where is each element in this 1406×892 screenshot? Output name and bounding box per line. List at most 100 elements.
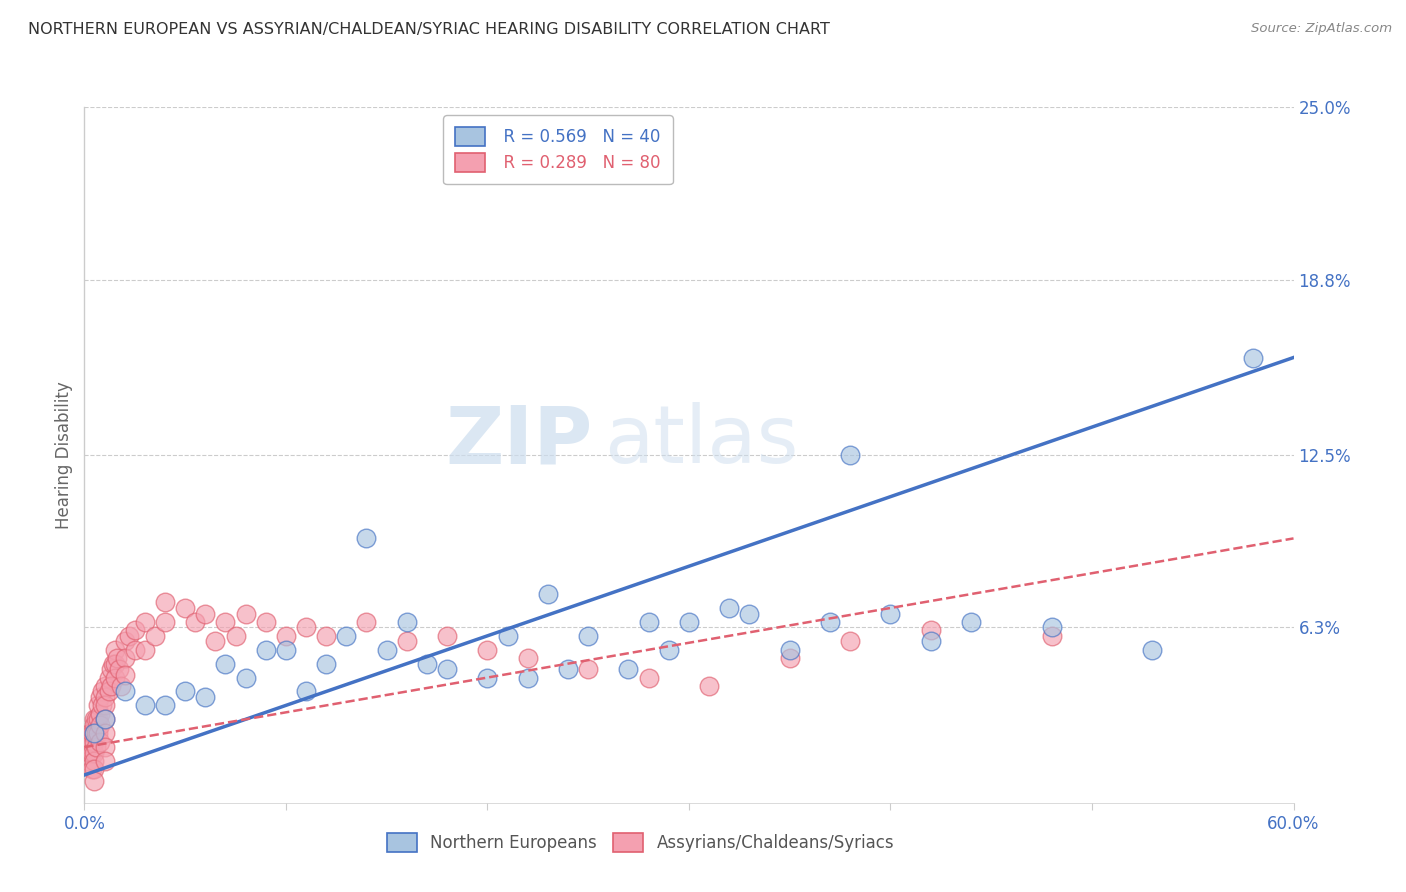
Point — [153, 595, 176, 609]
Point — [89, 718, 111, 732]
Point — [477, 671, 499, 685]
Point — [920, 624, 942, 638]
Point — [576, 662, 599, 676]
Point — [214, 615, 236, 629]
Point — [295, 684, 318, 698]
Point — [395, 615, 418, 629]
Point — [637, 671, 659, 685]
Point — [779, 651, 801, 665]
Point — [93, 712, 115, 726]
Point — [110, 679, 132, 693]
Point — [174, 684, 197, 698]
Legend: Northern Europeans, Assyrians/Chaldeans/Syriacs: Northern Europeans, Assyrians/Chaldeans/… — [375, 822, 905, 864]
Point — [436, 629, 458, 643]
Point — [678, 615, 700, 629]
Text: ZIP: ZIP — [444, 402, 592, 480]
Point — [97, 671, 120, 685]
Point — [658, 642, 681, 657]
Point — [93, 679, 115, 693]
Point — [295, 620, 318, 634]
Point — [718, 601, 741, 615]
Point — [537, 587, 560, 601]
Point — [124, 642, 146, 657]
Point — [315, 629, 337, 643]
Point — [101, 657, 124, 671]
Point — [114, 651, 136, 665]
Point — [100, 662, 122, 676]
Point — [93, 690, 115, 704]
Point — [254, 615, 277, 629]
Point — [375, 642, 398, 657]
Point — [134, 615, 156, 629]
Point — [93, 740, 115, 755]
Point — [436, 662, 458, 676]
Point — [143, 629, 166, 643]
Point — [89, 734, 111, 748]
Point — [617, 662, 640, 676]
Point — [93, 712, 115, 726]
Point — [194, 607, 217, 621]
Point — [174, 601, 197, 615]
Point — [960, 615, 983, 629]
Point — [395, 634, 418, 648]
Point — [79, 746, 101, 760]
Point — [184, 615, 207, 629]
Point — [225, 629, 247, 643]
Point — [576, 629, 599, 643]
Point — [496, 629, 519, 643]
Point — [254, 642, 277, 657]
Point — [516, 671, 538, 685]
Point — [104, 657, 127, 671]
Point — [114, 634, 136, 648]
Point — [235, 607, 257, 621]
Point — [83, 712, 105, 726]
Point — [100, 679, 122, 693]
Point — [87, 698, 110, 713]
Point — [83, 726, 105, 740]
Point — [1142, 642, 1164, 657]
Point — [738, 607, 761, 621]
Point — [87, 726, 110, 740]
Point — [77, 740, 100, 755]
Point — [82, 726, 104, 740]
Point — [274, 629, 297, 643]
Point — [82, 763, 104, 777]
Point — [124, 624, 146, 638]
Text: atlas: atlas — [605, 402, 799, 480]
Point — [134, 642, 156, 657]
Text: NORTHERN EUROPEAN VS ASSYRIAN/CHALDEAN/SYRIAC HEARING DISABILITY CORRELATION CHA: NORTHERN EUROPEAN VS ASSYRIAN/CHALDEAN/S… — [28, 22, 830, 37]
Point — [214, 657, 236, 671]
Point — [1241, 351, 1264, 365]
Point — [235, 671, 257, 685]
Point — [104, 642, 127, 657]
Point — [79, 726, 101, 740]
Point — [91, 684, 114, 698]
Point — [89, 690, 111, 704]
Point — [83, 754, 105, 768]
Point — [204, 634, 226, 648]
Text: Source: ZipAtlas.com: Source: ZipAtlas.com — [1251, 22, 1392, 36]
Point — [93, 698, 115, 713]
Point — [356, 532, 378, 546]
Point — [557, 662, 579, 676]
Point — [879, 607, 901, 621]
Point — [83, 763, 105, 777]
Point — [104, 671, 127, 685]
Point — [83, 726, 105, 740]
Point — [91, 698, 114, 713]
Point — [839, 448, 862, 462]
Y-axis label: Hearing Disability: Hearing Disability — [55, 381, 73, 529]
Point — [637, 615, 659, 629]
Point — [114, 667, 136, 681]
Point — [920, 634, 942, 648]
Point — [83, 746, 105, 760]
Point — [818, 615, 841, 629]
Point — [83, 718, 105, 732]
Point — [82, 746, 104, 760]
Point — [107, 662, 129, 676]
Point — [86, 712, 108, 726]
Point — [114, 684, 136, 698]
Point — [477, 642, 499, 657]
Point — [356, 615, 378, 629]
Point — [89, 706, 111, 721]
